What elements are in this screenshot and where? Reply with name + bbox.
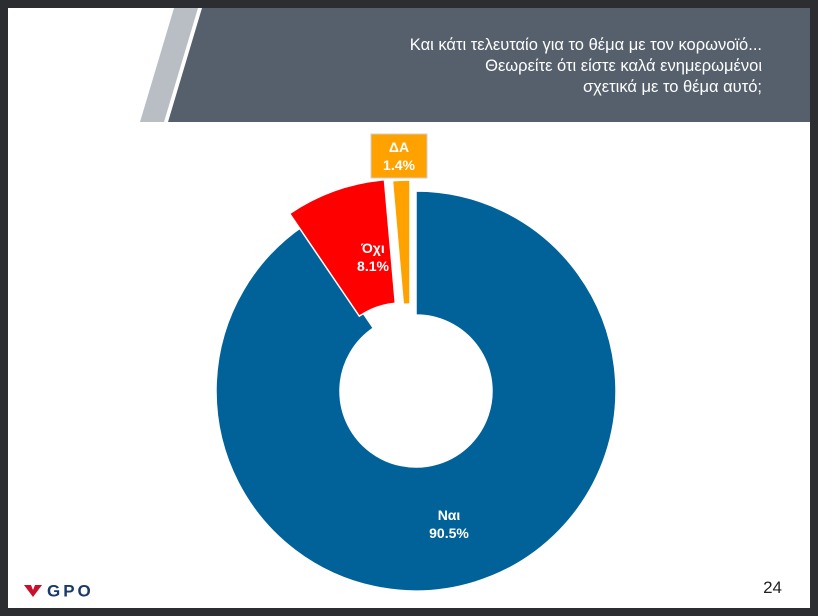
page-number: 24 (763, 578, 782, 597)
title-line-2: Θεωρείτε ότι είστε καλά ενημερωμένοι (485, 57, 762, 75)
slice-1 (288, 178, 397, 318)
header-dark-band (168, 8, 810, 122)
slice-category-label-0: Ναι (438, 507, 461, 523)
logo-text: GPO (47, 582, 94, 600)
header-band (140, 8, 810, 122)
slice-shape-0 (215, 190, 617, 592)
slice-value-label-1: 8.1% (357, 258, 389, 274)
slice-shape-1 (288, 178, 397, 318)
title-line-3: σχετικά με το θέμα αυτό; (582, 78, 762, 96)
slide-title: Και κάτι τελευταίο για το θέμα με τον κο… (202, 35, 762, 98)
slice-category-label-2: ΔΑ (389, 139, 409, 155)
slice-value-label-0: 90.5% (429, 525, 469, 541)
title-line-1: Και κάτι τελευταίο για το θέμα με τον κο… (409, 36, 762, 54)
slide: Και κάτι τελευταίο για το θέμα με τον κο… (8, 8, 810, 608)
slice-value-label-2: 1.4% (383, 157, 415, 173)
gpo-logo: GPO (24, 582, 94, 600)
header-accent-stripe (140, 8, 198, 122)
slice-shape-2 (391, 179, 411, 306)
slice-0 (215, 190, 617, 592)
donut-chart: Ναι 90.5% Όχι 8.1% ΔΑ 1.4% (215, 133, 617, 592)
slice-category-label-1: Όχι (360, 240, 385, 256)
logo-chevron-icon (24, 585, 42, 597)
label-box-2 (370, 133, 428, 179)
slice-2 (391, 179, 411, 306)
